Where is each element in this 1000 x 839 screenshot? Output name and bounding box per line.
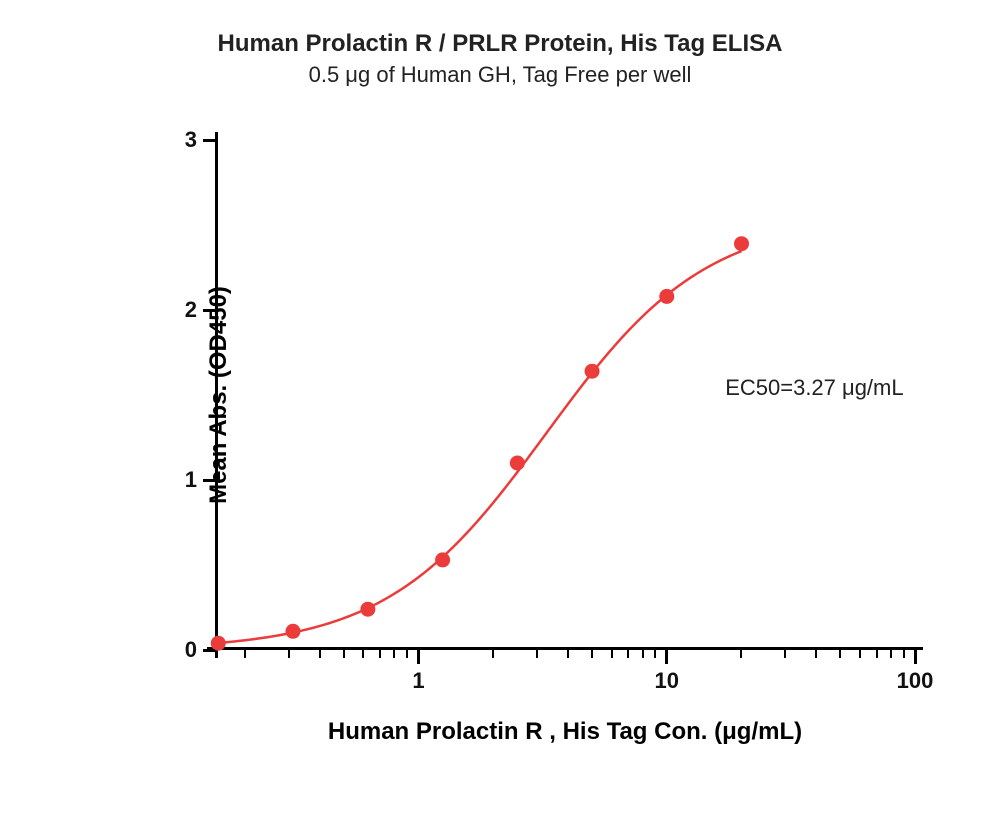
elisa-chart: Human Prolactin R / PRLR Protein, His Ta… <box>0 0 1000 839</box>
y-tick-label: 0 <box>185 637 215 663</box>
data-marker <box>360 602 375 617</box>
data-marker <box>734 236 749 251</box>
x-tick-minor <box>815 650 817 658</box>
y-tick-label: 1 <box>185 467 215 493</box>
x-tick-minor <box>903 650 905 658</box>
x-tick-minor <box>567 650 569 658</box>
chart-title-block: Human Prolactin R / PRLR Protein, His Ta… <box>0 30 1000 88</box>
x-tick-label: 10 <box>655 650 679 694</box>
ec50-annotation: EC50=3.27 μg/mL <box>725 375 903 401</box>
x-tick-minor <box>876 650 878 658</box>
data-marker <box>435 552 450 567</box>
y-tick-label: 2 <box>185 297 215 323</box>
x-tick-label: 1 <box>412 650 424 694</box>
x-tick-minor <box>343 650 345 658</box>
x-tick-minor <box>536 650 538 658</box>
x-tick-minor <box>319 650 321 658</box>
x-tick-minor <box>492 650 494 658</box>
chart-subtitle: 0.5 μg of Human GH, Tag Free per well <box>0 62 1000 88</box>
data-marker <box>585 364 600 379</box>
y-tick-label: 3 <box>185 127 215 153</box>
x-tick-minor <box>890 650 892 658</box>
x-tick-minor <box>740 650 742 658</box>
x-tick-minor <box>859 650 861 658</box>
markers-group <box>211 236 749 651</box>
chart-title: Human Prolactin R / PRLR Protein, His Ta… <box>0 30 1000 58</box>
x-tick-minor <box>627 650 629 658</box>
x-tick-minor <box>244 650 246 658</box>
x-tick-minor <box>784 650 786 658</box>
x-tick-minor <box>288 650 290 658</box>
x-axis-title: Human Prolactin R , His Tag Con. (μg/mL) <box>215 718 915 746</box>
fit-curve <box>218 251 741 643</box>
x-tick-minor <box>362 650 364 658</box>
x-tick-minor <box>839 650 841 658</box>
data-marker <box>510 456 525 471</box>
data-marker <box>285 624 300 639</box>
x-tick-minor <box>642 650 644 658</box>
x-tick-minor <box>393 650 395 658</box>
x-tick-minor <box>406 650 408 658</box>
x-tick-minor <box>379 650 381 658</box>
x-tick-minor <box>654 650 656 658</box>
x-tick-minor <box>591 650 593 658</box>
x-tick-minor <box>611 650 613 658</box>
data-marker <box>659 289 674 304</box>
